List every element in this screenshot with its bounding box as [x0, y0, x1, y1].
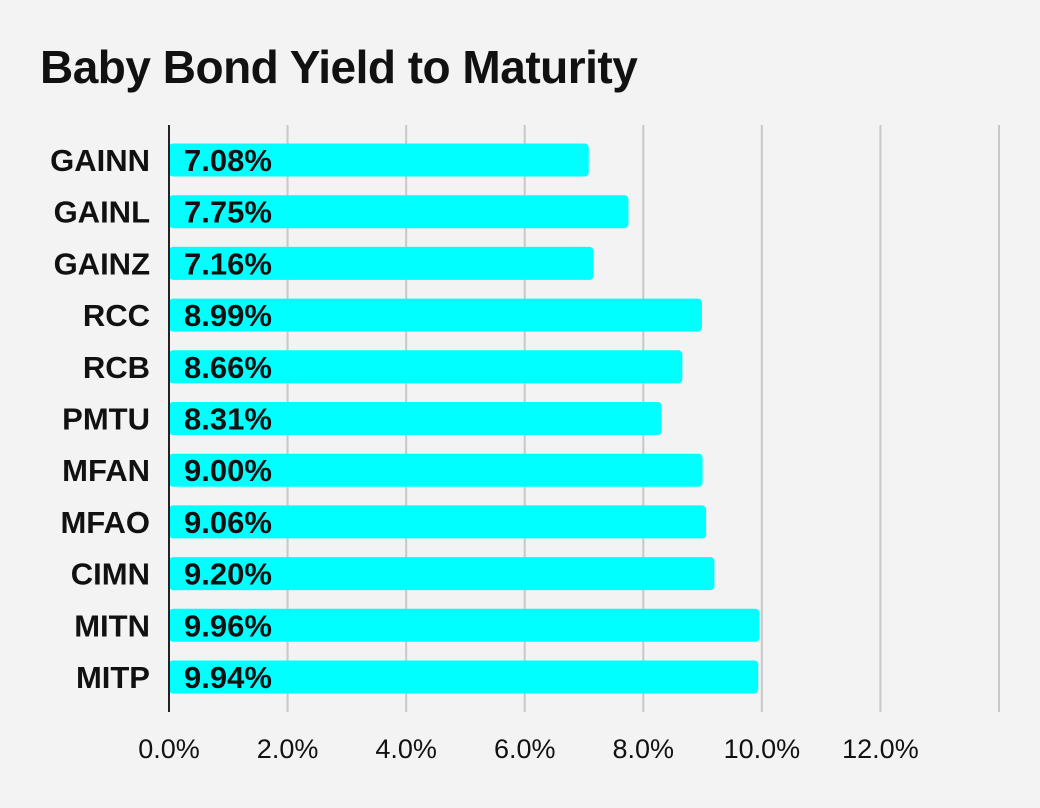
data-label: 7.75%: [184, 195, 272, 230]
chart-title: Baby Bond Yield to Maturity: [40, 41, 638, 93]
data-label: 9.94%: [184, 660, 272, 695]
bar: [169, 143, 589, 177]
data-label: 7.08%: [184, 143, 272, 178]
data-label: 9.20%: [184, 557, 272, 592]
category-label: PMTU: [62, 402, 150, 437]
bar: [169, 608, 760, 642]
category-label: GAINL: [54, 195, 150, 230]
category-label: MITP: [76, 660, 150, 695]
category-label: GAINN: [50, 143, 150, 178]
category-label: RCB: [83, 350, 150, 385]
category-label: MITN: [74, 608, 150, 643]
bar: [169, 557, 715, 591]
bar: [169, 505, 707, 539]
bar: [169, 246, 594, 280]
bar: [169, 350, 683, 384]
x-tick-label: 12.0%: [842, 734, 919, 764]
data-label: 9.96%: [184, 608, 272, 643]
bar: [169, 402, 662, 435]
category-label: RCC: [83, 298, 150, 333]
bar: [169, 660, 759, 694]
labels: 0.0% 2.0% 4.0% 6.0% 8.0% 10.0% 12.0% GAINN 7.08%…: [50, 143, 919, 764]
data-label: 9.06%: [184, 505, 272, 540]
bar: [169, 298, 702, 332]
category-label: CIMN: [71, 557, 150, 592]
bar: [169, 195, 629, 229]
bar: [169, 453, 703, 487]
data-label: 9.00%: [184, 453, 272, 488]
x-tick-label: 0.0%: [138, 734, 200, 764]
category-label: MFAO: [60, 505, 150, 540]
data-label: 7.16%: [184, 246, 272, 281]
bars: [169, 143, 760, 694]
data-label: 8.31%: [184, 402, 272, 437]
x-tick-label: 10.0%: [724, 734, 801, 764]
x-tick-label: 6.0%: [494, 734, 556, 764]
category-label: MFAN: [62, 453, 150, 488]
x-tick-label: 4.0%: [375, 734, 437, 764]
data-label: 8.66%: [184, 350, 272, 385]
x-tick-label: 2.0%: [257, 734, 319, 764]
data-label: 8.99%: [184, 298, 272, 333]
category-label: GAINZ: [54, 246, 151, 281]
x-tick-label: 8.0%: [613, 734, 675, 764]
